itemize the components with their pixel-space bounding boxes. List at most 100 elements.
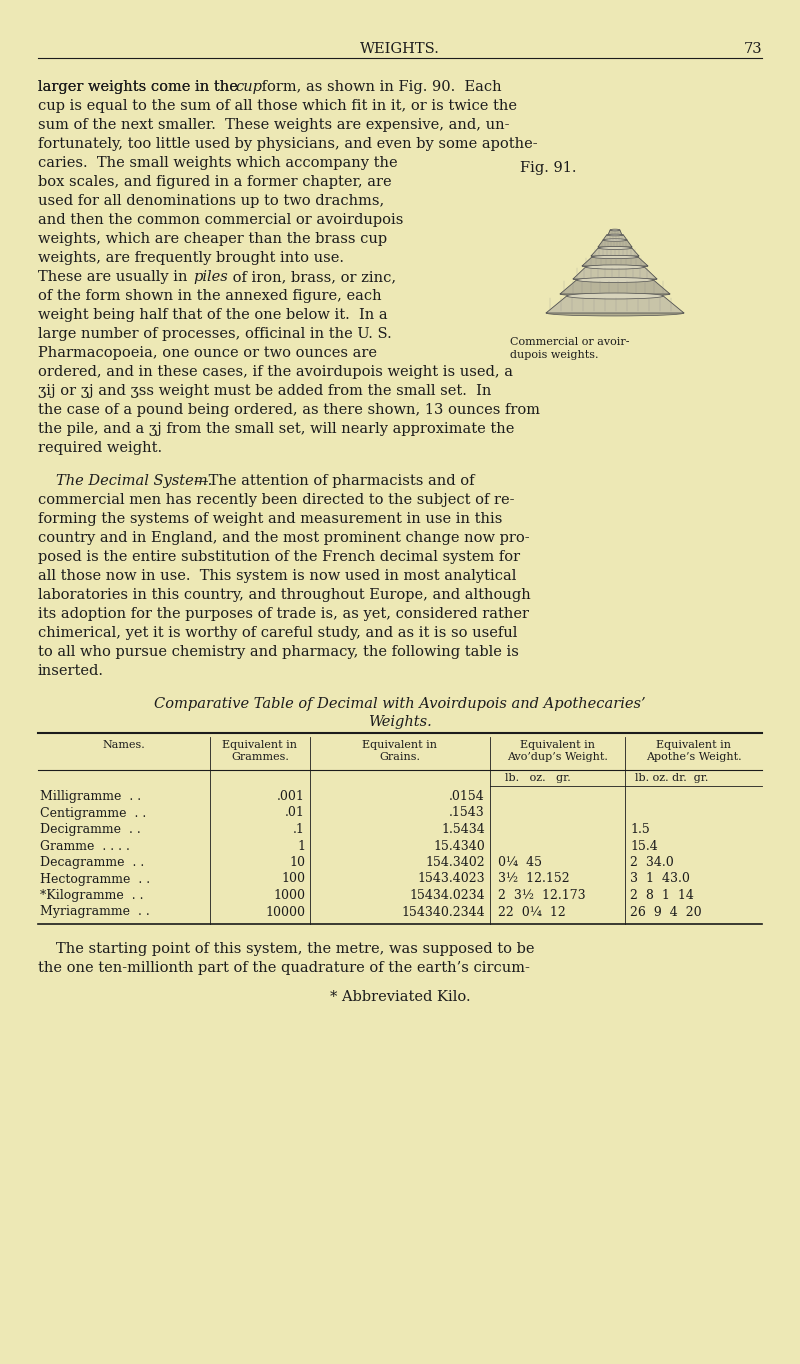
Text: 0¼  45: 0¼ 45 — [498, 857, 542, 869]
Text: of the form shown in the annexed figure, each: of the form shown in the annexed figure,… — [38, 289, 382, 303]
Text: larger weights come in the: larger weights come in the — [38, 80, 242, 94]
Text: box scales, and figured in a former chapter, are: box scales, and figured in a former chap… — [38, 175, 392, 190]
Text: 15.4: 15.4 — [630, 839, 658, 852]
Text: cup: cup — [235, 80, 262, 94]
Text: inserted.: inserted. — [38, 664, 104, 678]
Text: 22  0¼  12: 22 0¼ 12 — [498, 906, 566, 918]
Ellipse shape — [566, 293, 663, 299]
Text: laboratories in this country, and throughout Europe, and although: laboratories in this country, and throug… — [38, 588, 530, 602]
Text: 10000: 10000 — [265, 906, 305, 918]
Text: forming the systems of weight and measurement in use in this: forming the systems of weight and measur… — [38, 512, 502, 527]
Text: its adoption for the purposes of trade is, as yet, considered rather: its adoption for the purposes of trade i… — [38, 607, 529, 621]
Text: 2  8  1  14: 2 8 1 14 — [630, 889, 694, 902]
Text: Fig. 91.: Fig. 91. — [520, 161, 577, 175]
Text: lb.   oz.   gr.: lb. oz. gr. — [505, 773, 570, 783]
Polygon shape — [582, 256, 648, 266]
Text: Centigramme  . .: Centigramme . . — [40, 806, 146, 820]
Text: caries.  The small weights which accompany the: caries. The small weights which accompan… — [38, 155, 398, 170]
Text: Hectogramme  . .: Hectogramme . . — [40, 873, 150, 885]
Polygon shape — [573, 267, 657, 280]
Polygon shape — [591, 248, 639, 256]
Polygon shape — [598, 240, 632, 247]
Text: 1.5434: 1.5434 — [442, 822, 485, 836]
Ellipse shape — [592, 255, 638, 259]
Text: 1.5: 1.5 — [630, 822, 650, 836]
Text: 100: 100 — [281, 873, 305, 885]
Text: Myriagramme  . .: Myriagramme . . — [40, 906, 150, 918]
Text: the one ten-millionth part of the quadrature of the earth’s circum-: the one ten-millionth part of the quadra… — [38, 962, 530, 975]
Text: sum of the next smaller.  These weights are expensive, and, un-: sum of the next smaller. These weights a… — [38, 119, 510, 132]
Text: Names.: Names. — [102, 741, 146, 750]
Text: .01: .01 — [285, 806, 305, 820]
Text: weights, which are cheaper than the brass cup: weights, which are cheaper than the bras… — [38, 232, 387, 246]
Text: Comparative Table of Decimal with Avoirdupois and Apothecaries’: Comparative Table of Decimal with Avoird… — [154, 697, 646, 711]
Text: the pile, and a ʒj from the small set, will nearly approximate the: the pile, and a ʒj from the small set, w… — [38, 421, 514, 436]
Text: .0154: .0154 — [450, 790, 485, 803]
Text: 2  3½  12.173: 2 3½ 12.173 — [498, 889, 586, 902]
Ellipse shape — [546, 310, 684, 316]
Text: cup is equal to the sum of all those which fit in it, or is twice the: cup is equal to the sum of all those whi… — [38, 100, 517, 113]
Text: These are usually in: These are usually in — [38, 270, 192, 284]
Text: piles: piles — [193, 270, 228, 284]
Ellipse shape — [603, 239, 627, 241]
Ellipse shape — [606, 235, 623, 236]
Polygon shape — [560, 280, 670, 295]
Text: 73: 73 — [743, 42, 762, 56]
Ellipse shape — [598, 247, 632, 250]
Text: —The attention of pharmacists and of: —The attention of pharmacists and of — [194, 475, 474, 488]
Text: WEIGHTS.: WEIGHTS. — [360, 42, 440, 56]
Text: larger weights come in the cup: larger weights come in the cup — [38, 80, 269, 94]
Text: 154.3402: 154.3402 — [426, 857, 485, 869]
Text: 1: 1 — [297, 839, 305, 852]
Text: weights, are frequently brought into use.: weights, are frequently brought into use… — [38, 251, 344, 265]
Polygon shape — [546, 296, 684, 312]
Ellipse shape — [610, 229, 620, 231]
Text: ʒij or ʒj and ʒss weight must be added from the small set.  In: ʒij or ʒj and ʒss weight must be added f… — [38, 385, 491, 398]
Polygon shape — [608, 231, 622, 235]
Text: 15434.0234: 15434.0234 — [410, 889, 485, 902]
Text: 3½  12.152: 3½ 12.152 — [498, 873, 570, 885]
Text: dupois weights.: dupois weights. — [510, 351, 598, 360]
Text: large number of processes, officinal in the U. S.: large number of processes, officinal in … — [38, 327, 392, 341]
Text: ordered, and in these cases, if the avoirdupois weight is used, a: ordered, and in these cases, if the avoi… — [38, 366, 513, 379]
Text: weight being half that of the one below it.  In a: weight being half that of the one below … — [38, 308, 388, 322]
Text: 154340.2344: 154340.2344 — [402, 906, 485, 918]
Text: .1543: .1543 — [450, 806, 485, 820]
Ellipse shape — [586, 265, 645, 269]
Text: Equivalent in
Grains.: Equivalent in Grains. — [362, 741, 438, 762]
Text: *Kilogramme  . .: *Kilogramme . . — [40, 889, 143, 902]
Text: Decagramme  . .: Decagramme . . — [40, 857, 144, 869]
Text: Commercial or avoir-: Commercial or avoir- — [510, 337, 630, 346]
Text: to all who pursue chemistry and pharmacy, the following table is: to all who pursue chemistry and pharmacy… — [38, 645, 519, 659]
Text: and then the common commercial or avoirdupois: and then the common commercial or avoird… — [38, 213, 403, 226]
Text: form, as shown in Fig. 90.  Each: form, as shown in Fig. 90. Each — [257, 80, 502, 94]
Text: Milligramme  . .: Milligramme . . — [40, 790, 141, 803]
Polygon shape — [603, 235, 627, 240]
Text: commercial men has recently been directed to the subject of re-: commercial men has recently been directe… — [38, 492, 514, 507]
Text: Equivalent in
Apothe’s Weight.: Equivalent in Apothe’s Weight. — [646, 741, 742, 762]
Text: * Abbreviated Kilo.: * Abbreviated Kilo. — [330, 990, 470, 1004]
Text: fortunately, too little used by physicians, and even by some apothe-: fortunately, too little used by physicia… — [38, 136, 538, 151]
Text: 10: 10 — [289, 857, 305, 869]
Ellipse shape — [582, 265, 648, 267]
Text: .001: .001 — [277, 790, 305, 803]
Text: of iron, brass, or zinc,: of iron, brass, or zinc, — [228, 270, 396, 284]
Text: Weights.: Weights. — [368, 715, 432, 728]
Text: 15.4340: 15.4340 — [434, 839, 485, 852]
Text: 1543.4023: 1543.4023 — [418, 873, 485, 885]
Text: 3  1  43.0: 3 1 43.0 — [630, 873, 690, 885]
Text: chimerical, yet it is worthy of careful study, and as it is so useful: chimerical, yet it is worthy of careful … — [38, 626, 518, 640]
Ellipse shape — [573, 277, 657, 281]
Ellipse shape — [603, 239, 627, 241]
Text: Pharmacopoeia, one ounce or two ounces are: Pharmacopoeia, one ounce or two ounces a… — [38, 346, 377, 360]
Ellipse shape — [608, 235, 622, 236]
Text: .1: .1 — [293, 822, 305, 836]
Text: used for all denominations up to two drachms,: used for all denominations up to two dra… — [38, 194, 384, 207]
Text: lb. oz. dr.  gr.: lb. oz. dr. gr. — [635, 773, 708, 783]
Text: required weight.: required weight. — [38, 441, 162, 456]
Text: country and in England, and the most prominent change now pro-: country and in England, and the most pro… — [38, 531, 530, 546]
Text: Decigramme  . .: Decigramme . . — [40, 822, 141, 836]
Text: 26  9  4  20: 26 9 4 20 — [630, 906, 702, 918]
Text: The Decimal System.: The Decimal System. — [56, 475, 212, 488]
Text: posed is the entire substitution of the French decimal system for: posed is the entire substitution of the … — [38, 550, 520, 563]
